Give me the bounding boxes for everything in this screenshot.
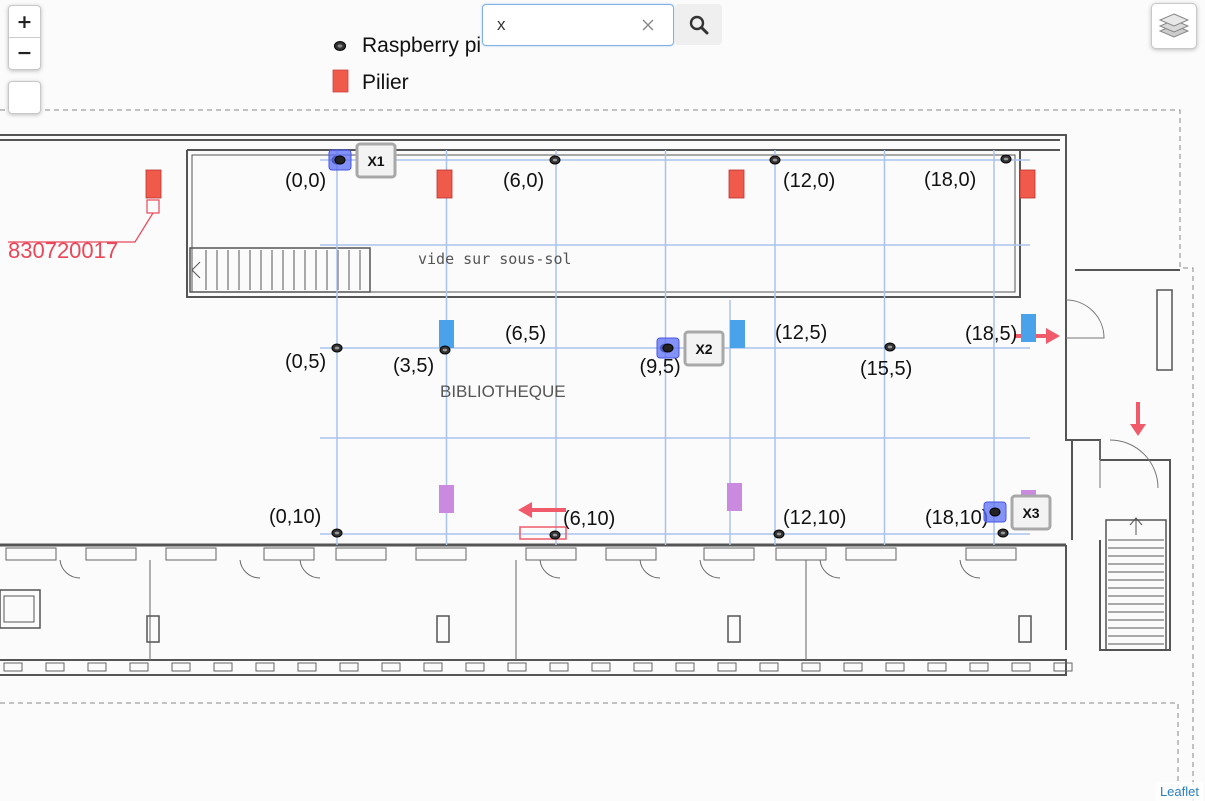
grid-point-label: (0,0): [285, 170, 326, 192]
grid-lines: [320, 150, 1030, 545]
raspberry-marker-inner: [772, 158, 778, 162]
zoom-control: + −: [8, 5, 41, 70]
pillar-red-4: [1019, 169, 1036, 199]
staircase-right: [1105, 517, 1167, 651]
raspberry-marker-inner: [334, 531, 340, 535]
legend-raspberry-label: Raspberry pi: [362, 34, 481, 57]
grid-point-label: (15,5): [860, 358, 912, 380]
marker-label-box[interactable]: [683, 330, 725, 367]
doors: [1065, 299, 1159, 489]
zone-label: vide sur sous-sol: [418, 250, 572, 268]
grid-point-label: (6,10): [563, 508, 615, 530]
raspberry-marker-inner: [552, 533, 558, 537]
legend: Raspberry pi Pilier: [332, 34, 481, 94]
grid-point-label: (12,0): [783, 170, 835, 192]
pillar-legend-icon: [332, 69, 349, 93]
marker-label: X2: [695, 341, 712, 357]
pillar-red-3: [728, 169, 745, 199]
raspberry-marker-inner: [334, 346, 340, 350]
raspberry-legend-icon-inner: [337, 44, 343, 48]
annotation-leader: [8, 212, 154, 243]
beacon-dot: [334, 155, 346, 165]
exit-arrows: [518, 328, 1146, 518]
walls: [0, 134, 1180, 676]
layers-icon: [1158, 13, 1190, 38]
raspberry-marker-inner: [776, 532, 782, 536]
corridor-pillars: [146, 615, 1032, 643]
search-icon: [689, 15, 708, 34]
raspberry-marker-inner: [442, 348, 448, 352]
beacon-dot: [989, 507, 1001, 517]
raspberry-marker-inner: [552, 158, 558, 162]
beacon-markers: X1 X2 X3: [328, 142, 1052, 531]
beacon-dot: [662, 343, 674, 353]
window-row: [3, 547, 1073, 672]
grid-point-label: (18,0): [924, 169, 976, 191]
grid-point-label: (0,5): [285, 351, 326, 373]
marker-label-box[interactable]: [355, 142, 397, 179]
grid-point-label: (18,10): [925, 507, 988, 529]
room-label: BIBLIOTHEQUE: [440, 382, 566, 401]
grid-points: (0,0) (6,0) (12,0) (18,0) (0,5) (3,5) (6,5) (9,…: [269, 154, 1017, 540]
marker-label: X3: [1022, 505, 1039, 521]
legend-pillar-label: Pilier: [362, 71, 409, 94]
pillar-purple-8: [439, 485, 454, 513]
raspberry-marker-inner: [1003, 157, 1009, 161]
pillar-purple-9: [727, 483, 742, 511]
attribution: Leaflet: [1155, 782, 1203, 801]
marker-label: X1: [367, 153, 384, 169]
grid-point-label: (6,5): [505, 323, 546, 345]
zoom-in-button[interactable]: +: [9, 6, 40, 38]
staircase-top: [189, 247, 371, 293]
grid-point-label: (6,0): [503, 170, 544, 192]
raspberry-marker-inner: [1000, 531, 1006, 535]
exit-sign-box: [519, 526, 567, 540]
search-box: [482, 4, 674, 46]
grid-point-label: (9,5): [640, 356, 681, 378]
search-input[interactable]: [497, 14, 637, 36]
corner-box: [0, 589, 41, 629]
zoom-out-button[interactable]: −: [16, 41, 33, 64]
marker-label-box[interactable]: [1010, 494, 1052, 531]
pillar-red-2: [436, 169, 453, 199]
grid-point-label: (12,5): [775, 322, 827, 344]
layers-button[interactable]: [1151, 3, 1197, 49]
pillar-blue-6: [730, 320, 745, 348]
pillar-blue-7: [1021, 314, 1036, 342]
grid-point-label: (12,10): [783, 507, 846, 529]
grid-point-label: (0,10): [269, 506, 321, 528]
search-button[interactable]: [675, 4, 722, 45]
pillar-blue-5: [439, 320, 454, 348]
building-outline: [0, 109, 1194, 801]
draw-control-button[interactable]: [8, 81, 41, 114]
grid-point-label: (3,5): [393, 355, 434, 377]
raspberry-marker-inner: [887, 345, 893, 349]
leaflet-link[interactable]: Leaflet: [1159, 784, 1199, 799]
pillar-red-1: [145, 169, 162, 199]
grid-point-label: (18,5): [965, 323, 1017, 345]
clear-search-icon[interactable]: [637, 14, 659, 36]
annotation-box: [146, 199, 160, 214]
